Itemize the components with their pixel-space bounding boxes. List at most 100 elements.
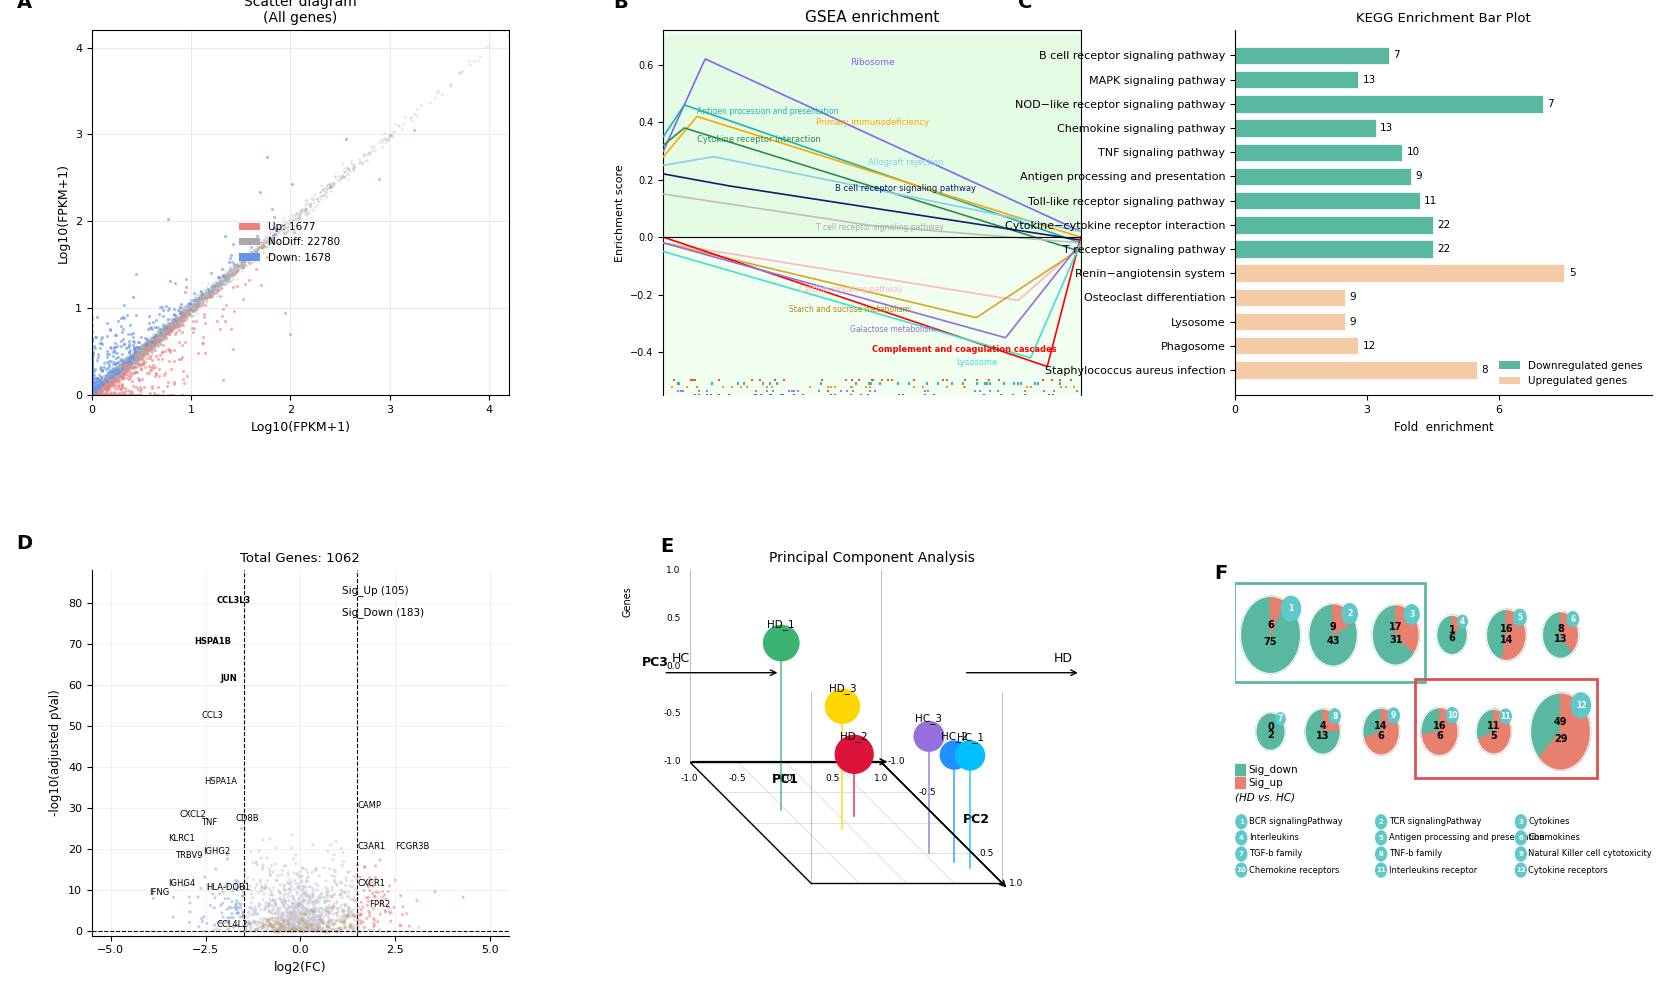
Point [108,364,135,380]
Point [132,337,159,353]
Point [124,379,150,395]
Point [295,921,322,938]
Point [129,342,155,358]
Point [87,369,113,385]
Point [139,330,165,346]
Point [155,321,182,337]
Point [125,348,152,364]
Point [82,379,108,395]
Point [164,319,190,335]
Point [90,375,117,391]
Point [100,367,127,383]
Point [115,357,142,373]
Point [107,363,134,379]
Point [145,337,172,353]
Point [95,372,122,388]
Point [108,318,135,334]
Point [279,911,305,928]
Point [135,336,162,352]
Point [120,353,147,369]
Point [78,368,105,384]
Point [135,331,162,347]
Point [87,387,113,403]
Point [361,912,387,929]
Point [259,239,285,256]
Point [217,272,244,288]
Point [98,369,125,385]
Point [134,340,160,356]
Point [112,355,139,371]
Point [304,923,330,939]
Point [274,913,300,930]
Point [315,914,342,931]
Point [300,909,327,926]
Point [232,253,259,269]
Point [140,335,167,351]
Point [83,383,110,399]
Point [249,919,275,936]
Point [302,900,329,916]
Point [154,324,180,340]
Point [295,205,322,221]
Point [113,354,140,370]
Point [78,383,105,399]
Point [127,344,154,360]
Point [92,376,118,392]
Point [92,380,118,396]
Point [103,385,130,401]
Point [108,366,135,382]
Point [187,291,214,307]
Point [212,269,239,285]
Point [299,889,325,905]
Point [100,362,127,378]
Point [120,329,147,345]
Point [159,320,185,336]
Point [205,274,232,290]
Point [100,368,127,384]
Point [82,387,108,403]
Point [129,338,155,354]
Point [312,902,339,918]
Point [120,351,147,367]
Point [102,366,129,382]
Point [310,923,337,939]
Point [294,902,320,918]
Point [108,371,135,387]
Point [124,349,150,365]
Point [82,382,108,398]
Point [140,331,167,347]
Point [140,333,167,349]
Point [129,342,155,358]
Point [340,890,367,906]
Point [159,316,185,332]
Point [137,320,164,336]
Point [82,382,108,398]
Point [82,370,108,386]
Point [95,377,122,393]
Point [80,386,107,402]
Point [112,357,139,373]
Point [152,319,179,335]
Point [87,386,113,402]
Point [125,345,152,361]
Point [239,252,265,268]
Point [272,914,299,931]
Point [87,380,113,396]
Point [192,286,219,302]
Point [134,337,160,353]
Point [90,377,117,393]
Point [105,387,132,403]
Point [102,368,129,384]
Point [160,312,187,328]
Point [90,380,117,396]
Point [277,919,304,936]
Point [219,268,245,284]
Point [97,374,124,390]
Point [204,277,230,293]
Point [95,372,122,388]
Point [240,243,267,260]
Point [302,923,329,939]
Point [180,295,207,311]
Point [295,911,322,928]
Point [92,381,118,397]
